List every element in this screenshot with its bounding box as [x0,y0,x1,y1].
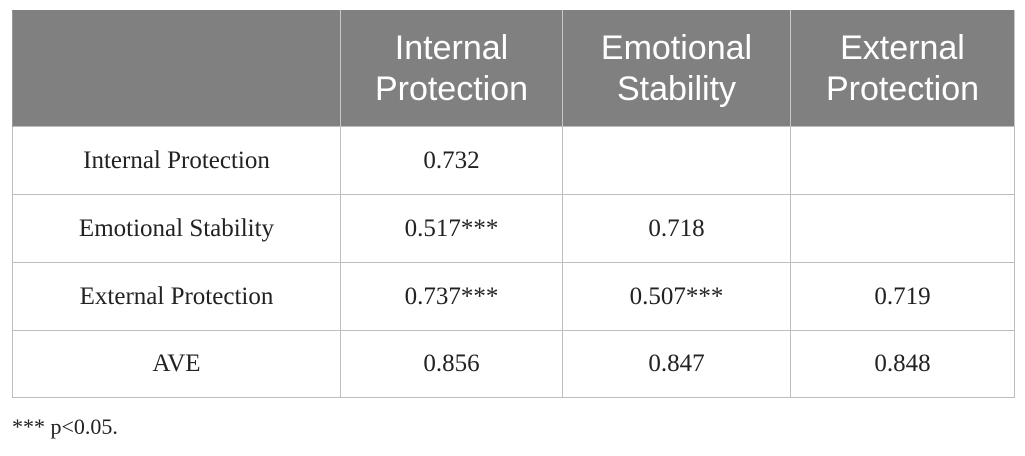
header-text-line: Protection [374,69,529,108]
header-row: Internal Protection Emotional Stability … [12,10,1015,127]
table-cell: 0.718 [562,194,791,263]
table-cell: 0.848 [790,330,1015,398]
table-cell: 0.847 [562,330,791,398]
header-text-line: Emotional [600,28,753,67]
header-text-line: Internal [394,28,509,67]
table-row: Internal Protection 0.732 [12,126,1015,195]
table-row: Emotional Stability 0.517*** 0.718 [12,194,1015,263]
row-label: External Protection [12,262,341,331]
row-label: Internal Protection [12,126,341,195]
correlation-table: Internal Protection Emotional Stability … [12,10,1015,398]
table-cell: 0.732 [340,126,563,195]
header-cell-emotional-stability: Emotional Stability [562,10,791,127]
table-cell [790,194,1015,263]
footnote-marker: *** [12,414,45,439]
table-cell: 0.517*** [340,194,563,263]
table-cell: 0.507*** [562,262,791,331]
row-label: AVE [12,330,341,398]
table-cell: 0.719 [790,262,1015,331]
row-label: Emotional Stability [12,194,341,263]
table-row: External Protection 0.737*** 0.507*** 0.… [12,262,1015,331]
table-footnote: *** p<0.05. [12,414,118,440]
table-cell: 0.737*** [340,262,563,331]
table-cell: 0.856 [340,330,563,398]
correlation-table-container: Internal Protection Emotional Stability … [12,10,1015,398]
table-cell [790,126,1015,195]
header-text-line: Protection [825,69,980,108]
header-cell-blank [12,10,341,127]
header-cell-internal-protection: Internal Protection [340,10,563,127]
header-text-line: External [840,28,965,67]
header-cell-external-protection: External Protection [790,10,1015,127]
table-row: AVE 0.856 0.847 0.848 [12,330,1015,398]
footnote-text: p<0.05. [45,414,118,439]
header-text-line: Stability [616,69,737,108]
table-cell [562,126,791,195]
